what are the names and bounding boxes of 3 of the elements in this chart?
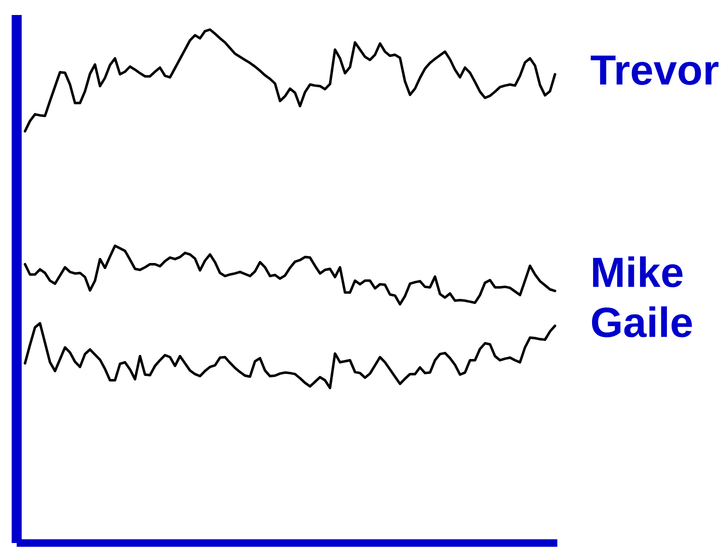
series-label: Gaile: [592, 306, 692, 338]
series-label: Mike: [593, 256, 683, 288]
series-label: Trevor: [590, 56, 718, 85]
